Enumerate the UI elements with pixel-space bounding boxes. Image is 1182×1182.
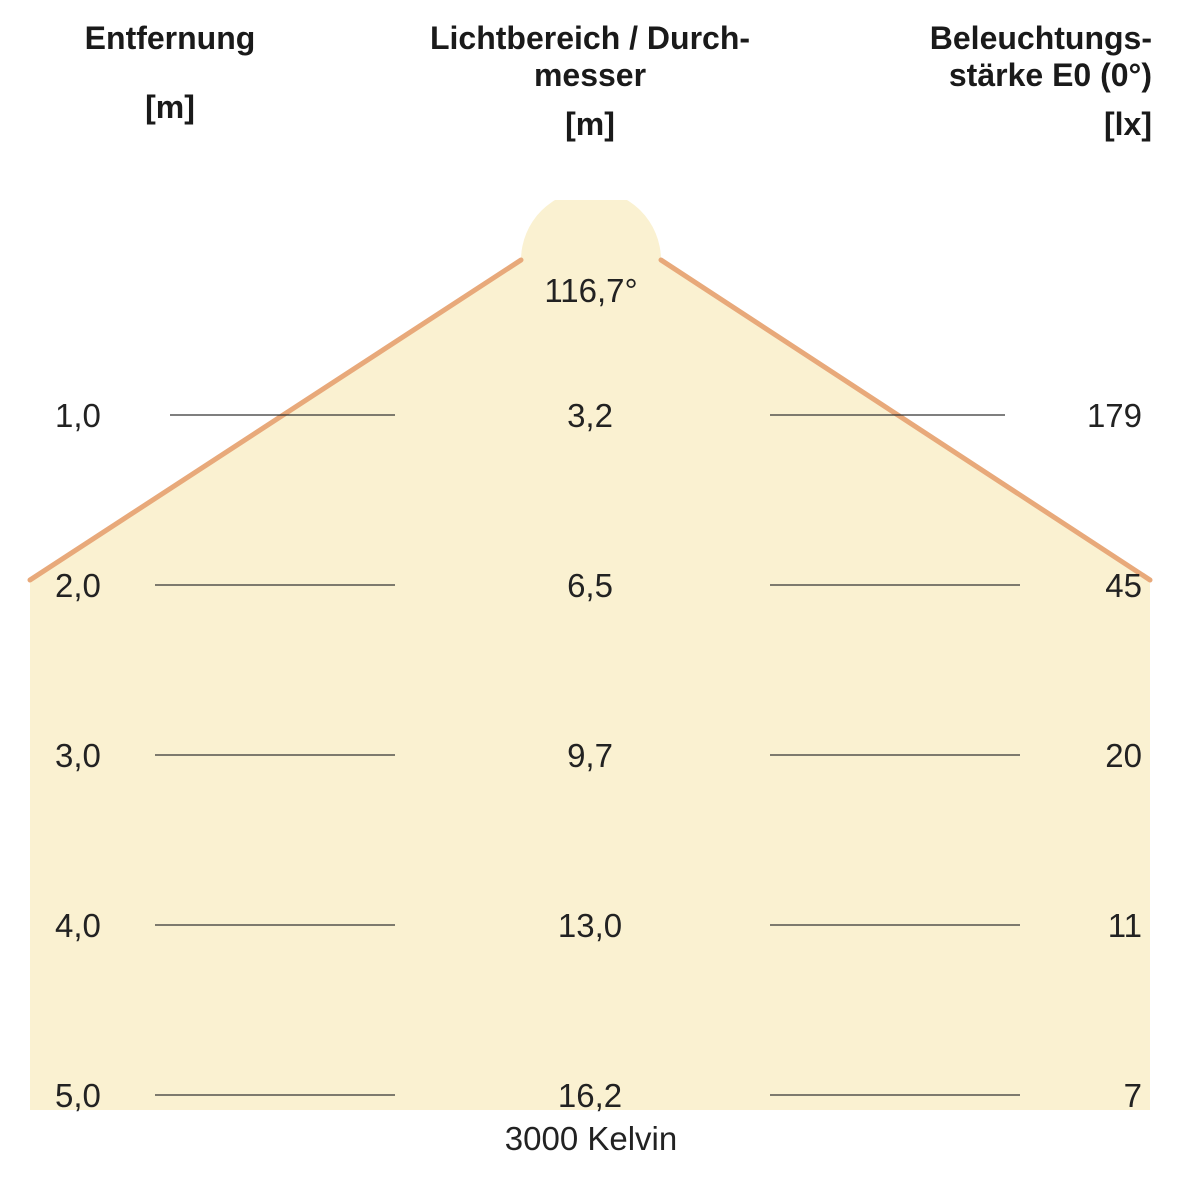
distance-value: 3,0 [55, 737, 165, 775]
beam-angle-label: 116,7° [521, 272, 661, 310]
color-temperature-label: 3000 Kelvin [441, 1120, 741, 1158]
illuminance-value: 11 [1022, 907, 1142, 945]
light-cone-diagram: Entfernung [m] Lichtbereich / Durch- mes… [0, 0, 1182, 1182]
header-distance-unit: [m] [30, 89, 310, 126]
header-illuminance: Beleuchtungs- stärke E0 (0°) [lx] [872, 20, 1152, 143]
header-distance: Entfernung [m] [30, 20, 310, 126]
distance-value: 2,0 [55, 567, 165, 605]
header-diameter-title: Lichtbereich / Durch- messer [400, 20, 780, 94]
diameter-value: 3,2 [530, 397, 650, 435]
header-illuminance-unit: [lx] [872, 106, 1152, 143]
diameter-value: 9,7 [530, 737, 650, 775]
distance-value: 4,0 [55, 907, 165, 945]
distance-value: 5,0 [55, 1077, 165, 1115]
diameter-value: 6,5 [530, 567, 650, 605]
header-illuminance-title: Beleuchtungs- stärke E0 (0°) [872, 20, 1152, 94]
diameter-value: 13,0 [530, 907, 650, 945]
cone-svg [0, 200, 1182, 1160]
distance-value: 1,0 [55, 397, 165, 435]
illuminance-value: 7 [1022, 1077, 1142, 1115]
cone-chart-area: 116,7° 1,0 3,2 179 2,0 6,5 45 3,0 9,7 20 4,0 13,0 1… [0, 200, 1182, 1160]
header-distance-title: Entfernung [30, 20, 310, 57]
illuminance-value: 20 [1022, 737, 1142, 775]
header-diameter: Lichtbereich / Durch- messer [m] [400, 20, 780, 143]
illuminance-value: 45 [1022, 567, 1142, 605]
illuminance-value: 179 [1022, 397, 1142, 435]
diameter-value: 16,2 [530, 1077, 650, 1115]
header-diameter-unit: [m] [400, 106, 780, 143]
